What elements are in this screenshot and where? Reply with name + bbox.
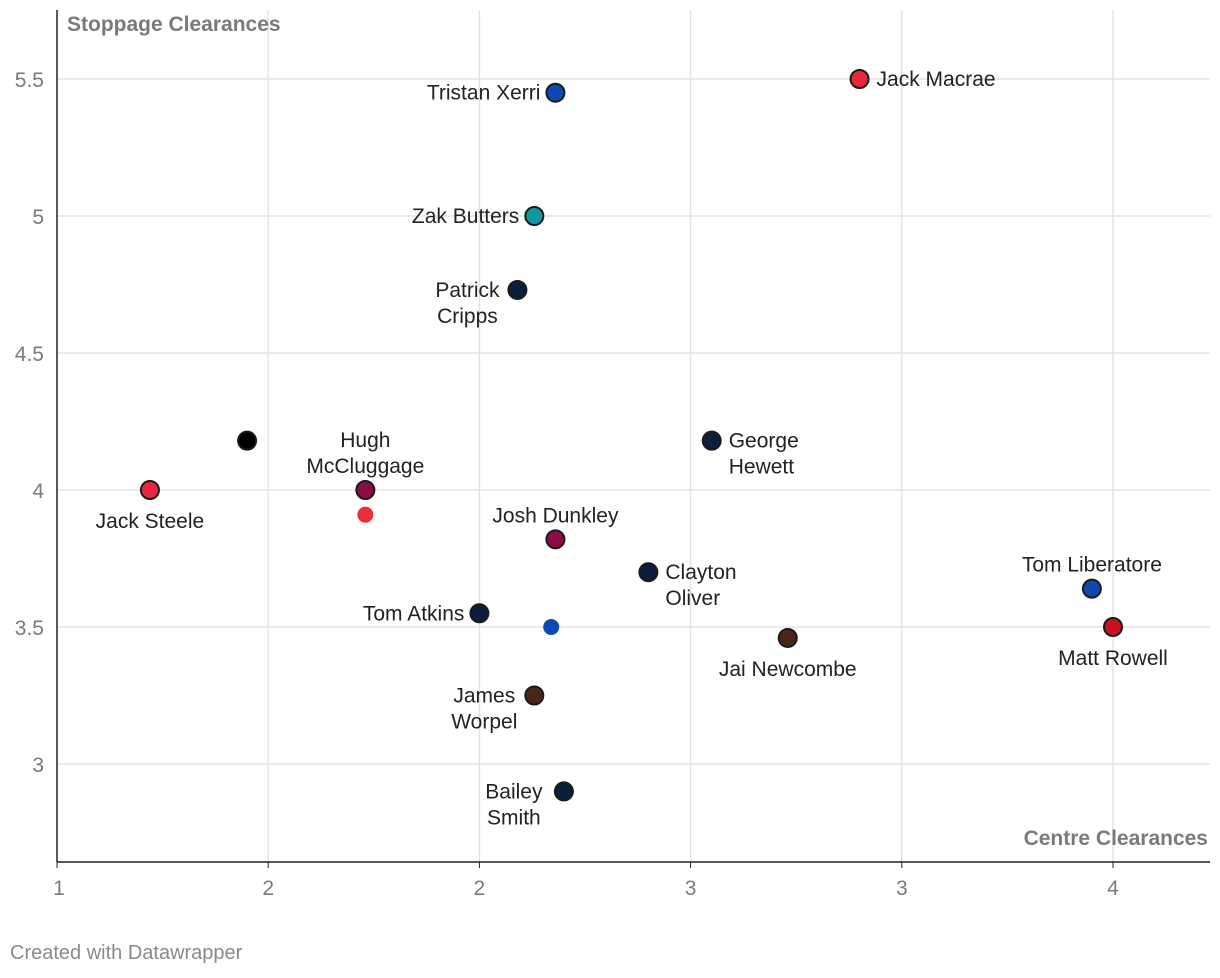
point-label: Bailey: [485, 780, 543, 803]
x-tick-label: 3: [896, 877, 908, 900]
point-tom-liberatore: [1081, 578, 1102, 599]
x-tick-labels: 1 2 2 3 3 4: [53, 877, 1119, 900]
point-tom-atkins: [469, 603, 490, 624]
point-unlabeled: [357, 506, 374, 523]
data-points: [139, 69, 1123, 802]
point-bailey-smith: [553, 781, 574, 802]
y-axis-title: Stoppage Clearances: [67, 13, 281, 36]
y-tick-label: 5: [32, 206, 44, 229]
x-tick-label: 2: [262, 877, 274, 900]
point-label: Patrick: [435, 279, 500, 302]
point-label: McCluggage: [306, 455, 424, 478]
point-label: Tristan Xerri: [427, 82, 541, 105]
point-label: Jai Newcombe: [719, 658, 857, 681]
point-jack-steele: [139, 480, 160, 500]
point-clayton-oliver: [638, 562, 659, 583]
point-jai-newcombe: [777, 627, 798, 648]
point-unlabeled: [237, 430, 258, 451]
point-label: Hewett: [729, 456, 795, 479]
point-tristan-xerri: [545, 82, 566, 103]
point-label: Worpel: [451, 711, 517, 734]
point-labels: Jack Macrae Tristan Xerri Zak Butters Patri…: [96, 68, 1168, 829]
point-label: George: [729, 430, 799, 453]
point-label: Clayton: [665, 561, 736, 584]
footer-credit: Created with Datawrapper: [10, 942, 243, 964]
point-hugh-mccluggage: [355, 480, 376, 500]
point-unlabeled: [543, 619, 560, 635]
point-label: Tom Liberatore: [1022, 554, 1162, 577]
point-zak-butters: [524, 206, 545, 226]
y-tick-label: 4.5: [15, 343, 44, 366]
point-label: Jack Macrae: [877, 68, 996, 91]
point-label: James: [453, 685, 515, 708]
y-tick-label: 3: [32, 754, 44, 777]
point-jack-macrae: [849, 69, 870, 89]
point-label: Tom Atkins: [363, 602, 465, 625]
point-james-worpel: [524, 685, 545, 706]
point-josh-dunkley: [545, 529, 566, 550]
y-tick-label: 3.5: [15, 617, 44, 640]
point-patrick-cripps: [507, 279, 528, 300]
x-tick-label: 3: [685, 877, 697, 900]
x-tick-label: 1: [53, 877, 65, 900]
point-label: Zak Butters: [412, 205, 519, 228]
x-tick-label: 4: [1107, 877, 1119, 900]
point-label: Smith: [487, 806, 541, 829]
point-matt-rowell: [1103, 617, 1123, 637]
point-label: Oliver: [665, 587, 720, 610]
y-tick-label: 4: [32, 480, 44, 503]
point-label: Josh Dunkley: [492, 504, 619, 527]
grid-lines: [56, 10, 1210, 868]
point-label: Jack Steele: [96, 510, 205, 533]
point-label: Matt Rowell: [1058, 647, 1168, 670]
point-george-hewett: [701, 430, 722, 451]
x-axis-title: Centre Clearances: [1024, 827, 1208, 850]
y-tick-label: 5.5: [15, 69, 44, 92]
x-tick-label: 2: [474, 877, 486, 900]
point-label: Hugh: [340, 429, 390, 452]
y-tick-labels: 3 3.5 4 4.5 5 5.5: [15, 69, 45, 777]
point-label: Cripps: [437, 305, 498, 328]
